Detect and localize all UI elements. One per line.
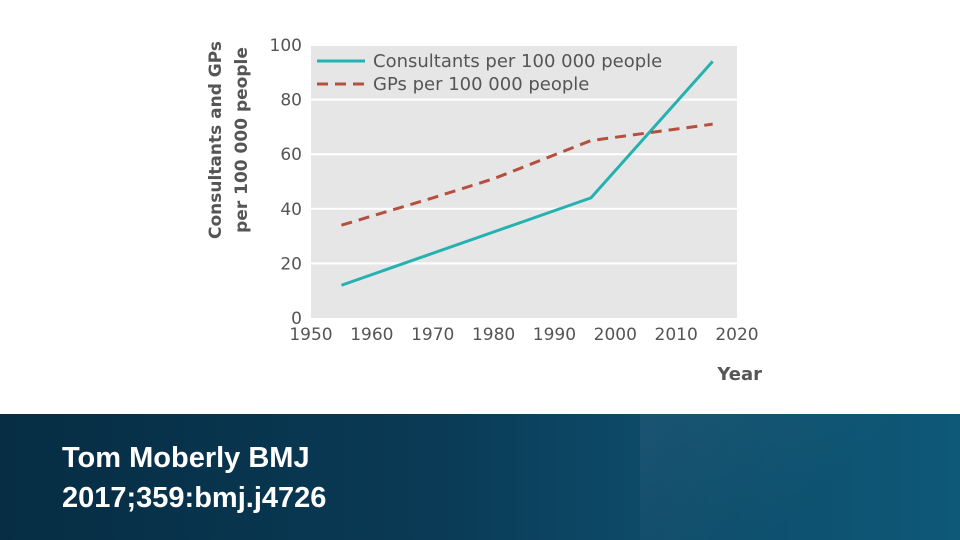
series-line-0 xyxy=(340,60,714,287)
x-tick-label: 1950 xyxy=(289,325,332,345)
y-tick-label: 40 xyxy=(280,200,302,220)
legend-label-1: GPs per 100 000 people xyxy=(373,74,589,95)
y-axis-label-line-1: Consultants and GPs xyxy=(206,41,226,239)
axis-ticks: 0 20 40 60 80 100 1950 1960 1970 1980 1990 2000 2010… xyxy=(270,36,759,345)
y-tick-label: 100 xyxy=(270,36,302,56)
series-layer xyxy=(340,60,714,287)
x-tick-label: 1990 xyxy=(533,325,576,345)
y-tick-label: 0 xyxy=(291,309,302,329)
y-tick-label: 80 xyxy=(280,91,302,111)
x-tick-label: 2020 xyxy=(715,325,758,345)
x-tick-label: 2000 xyxy=(594,325,637,345)
x-tick-label: 1980 xyxy=(472,325,515,345)
x-tick-label: 1960 xyxy=(350,325,393,345)
grid-lines xyxy=(311,44,737,265)
y-tick-label: 20 xyxy=(280,254,302,274)
x-axis-label: Year xyxy=(716,364,762,385)
y-tick-label: 60 xyxy=(280,145,302,165)
x-tick-label: 1970 xyxy=(411,325,454,345)
citation-text: Tom Moberly BMJ 2017;359:bmj.j4726 xyxy=(62,438,326,518)
citation-banner: Tom Moberly BMJ 2017;359:bmj.j4726 xyxy=(0,414,960,540)
banner-glow xyxy=(640,414,960,540)
citation-line-2: 2017;359:bmj.j4726 xyxy=(62,482,327,514)
series-line-1 xyxy=(340,122,713,227)
x-tick-label: 2010 xyxy=(655,325,698,345)
y-axis-label-line-2: per 100 000 people xyxy=(232,47,252,233)
citation-line-1: Tom Moberly BMJ xyxy=(62,442,310,474)
legend-label-0: Consultants per 100 000 people xyxy=(373,51,662,72)
